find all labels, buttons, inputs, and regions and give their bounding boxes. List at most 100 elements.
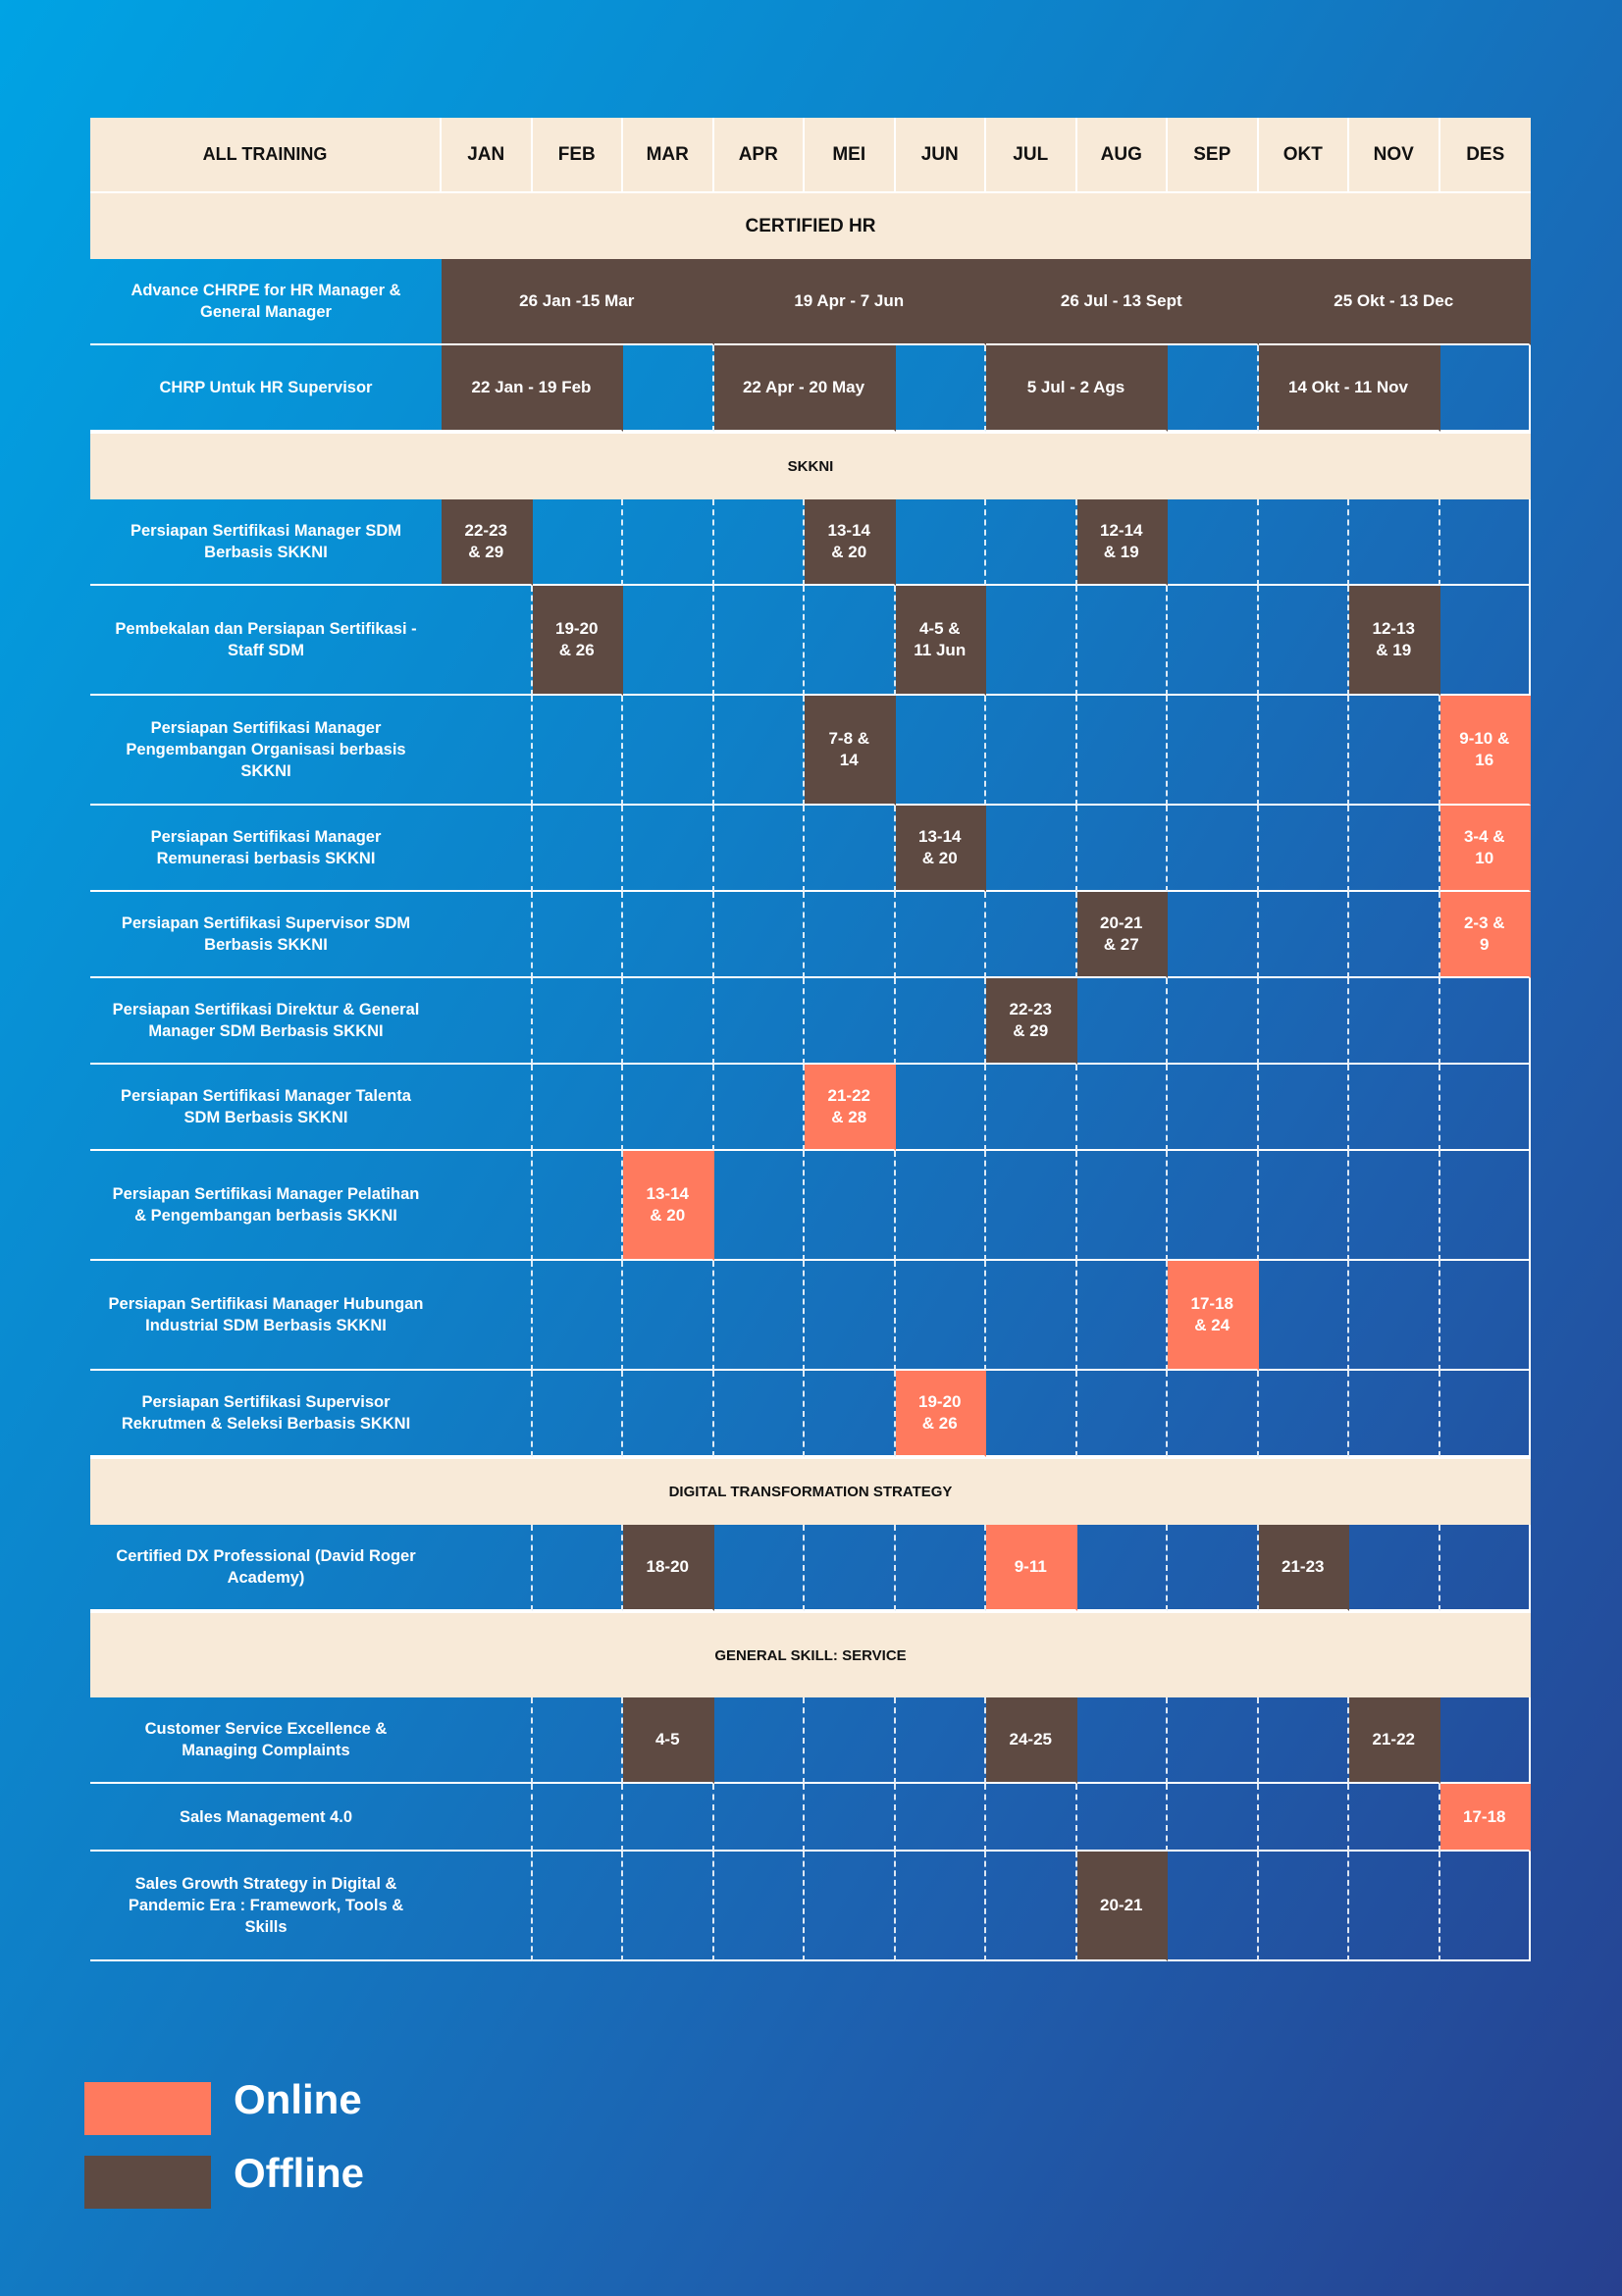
- training-name: Sales Management 4.0: [90, 1784, 442, 1852]
- month-header-sep: SEP: [1168, 118, 1259, 191]
- schedule-event-offline[interactable]: 22-23 & 29: [442, 499, 533, 586]
- schedule-empty-cell: [986, 696, 1077, 806]
- schedule-empty-cell: [1439, 586, 1531, 696]
- schedule-empty-cell: [442, 586, 533, 696]
- schedule-event-offline[interactable]: 26 Jan -15 Mar: [442, 259, 714, 345]
- schedule-event-online[interactable]: 9-10 & 16: [1439, 696, 1531, 806]
- schedule-event-online[interactable]: 3-4 & 10: [1439, 806, 1531, 892]
- schedule-event-online[interactable]: 9-11: [986, 1525, 1077, 1611]
- schedule-event-offline[interactable]: 4-5 & 11 Jun: [895, 586, 986, 696]
- schedule-empty-cell: [986, 1371, 1077, 1457]
- legend-online-label: Online: [234, 2076, 362, 2122]
- schedule-empty-cell: [623, 696, 714, 806]
- schedule-empty-cell: [1168, 1852, 1259, 1961]
- training-name: Persiapan Sertifikasi Supervisor SDM Ber…: [90, 892, 442, 978]
- schedule-empty-cell: [1349, 978, 1440, 1065]
- schedule-event-offline[interactable]: 18-20: [623, 1525, 714, 1611]
- schedule-empty-cell: [1439, 1261, 1531, 1371]
- schedule-empty-cell: [1349, 696, 1440, 806]
- schedule-empty-cell: [1168, 696, 1259, 806]
- schedule-event-offline[interactable]: 12-14 & 19: [1076, 499, 1168, 586]
- schedule-empty-cell: [532, 806, 623, 892]
- schedule-empty-cell: [442, 1065, 533, 1151]
- schedule-event-offline[interactable]: 21-22: [1349, 1697, 1440, 1784]
- schedule-empty-cell: [1439, 1852, 1531, 1961]
- schedule-empty-cell: [623, 1852, 714, 1961]
- month-header-okt: OKT: [1258, 118, 1349, 191]
- schedule-empty-cell: [1258, 1697, 1349, 1784]
- schedule-empty-cell: [805, 1784, 896, 1852]
- schedule-empty-cell: [623, 586, 714, 696]
- schedule-empty-cell: [532, 1371, 623, 1457]
- schedule-empty-cell: [713, 1697, 805, 1784]
- month-header-aug: AUG: [1076, 118, 1168, 191]
- schedule-event-online[interactable]: 2-3 & 9: [1439, 892, 1531, 978]
- schedule-event-online[interactable]: 19-20 & 26: [895, 1371, 986, 1457]
- training-name: CHRP Untuk HR Supervisor: [90, 345, 442, 432]
- schedule-empty-cell: [713, 978, 805, 1065]
- schedule-empty-cell: [713, 806, 805, 892]
- training-name: Persiapan Sertifikasi Manager Talenta SD…: [90, 1065, 442, 1151]
- schedule-empty-cell: [1349, 1852, 1440, 1961]
- schedule-empty-cell: [442, 1261, 533, 1371]
- schedule-event-offline[interactable]: 5 Jul - 2 Ags: [986, 345, 1168, 432]
- schedule-event-online[interactable]: 21-22 & 28: [805, 1065, 896, 1151]
- schedule-empty-cell: [895, 345, 986, 432]
- schedule-empty-cell: [1439, 1151, 1531, 1261]
- schedule-event-offline[interactable]: 19-20 & 26: [532, 586, 623, 696]
- schedule-empty-cell: [1168, 1371, 1259, 1457]
- schedule-empty-cell: [1168, 586, 1259, 696]
- schedule-event-offline[interactable]: 25 Okt - 13 Dec: [1258, 259, 1531, 345]
- month-header-mei: MEI: [805, 118, 896, 191]
- schedule-event-online[interactable]: 17-18: [1439, 1784, 1531, 1852]
- training-name: Sales Growth Strategy in Digital & Pande…: [90, 1852, 442, 1961]
- schedule-empty-cell: [1439, 1525, 1531, 1611]
- schedule-empty-cell: [713, 586, 805, 696]
- schedule-event-offline[interactable]: 13-14 & 20: [805, 499, 896, 586]
- schedule-empty-cell: [805, 1852, 896, 1961]
- schedule-empty-cell: [986, 499, 1077, 586]
- schedule-empty-cell: [805, 1371, 896, 1457]
- schedule-empty-cell: [1349, 806, 1440, 892]
- schedule-empty-cell: [986, 1065, 1077, 1151]
- schedule-empty-cell: [713, 1525, 805, 1611]
- schedule-empty-cell: [1439, 1371, 1531, 1457]
- legend-online-swatch: [84, 2082, 211, 2135]
- schedule-event-offline[interactable]: 4-5: [623, 1697, 714, 1784]
- schedule-event-offline[interactable]: 21-23: [1258, 1525, 1349, 1611]
- schedule-event-offline[interactable]: 12-13 & 19: [1349, 586, 1440, 696]
- schedule-empty-cell: [1258, 1371, 1349, 1457]
- schedule-event-offline[interactable]: 20-21: [1076, 1852, 1168, 1961]
- schedule-event-online[interactable]: 17-18 & 24: [1168, 1261, 1259, 1371]
- schedule-event-offline[interactable]: 22 Jan - 19 Feb: [442, 345, 623, 432]
- schedule-empty-cell: [532, 892, 623, 978]
- schedule-empty-cell: [442, 1151, 533, 1261]
- schedule-empty-cell: [442, 1852, 533, 1961]
- schedule-event-offline[interactable]: 7-8 & 14: [805, 696, 896, 806]
- schedule-event-offline[interactable]: 14 Okt - 11 Nov: [1258, 345, 1440, 432]
- schedule-empty-cell: [986, 806, 1077, 892]
- schedule-empty-cell: [442, 1525, 533, 1611]
- schedule-empty-cell: [442, 696, 533, 806]
- schedule-empty-cell: [1258, 978, 1349, 1065]
- schedule-empty-cell: [895, 1525, 986, 1611]
- schedule-event-offline[interactable]: 22-23 & 29: [986, 978, 1077, 1065]
- schedule-empty-cell: [1258, 1151, 1349, 1261]
- schedule-event-offline[interactable]: 22 Apr - 20 May: [713, 345, 896, 432]
- schedule-event-offline[interactable]: 19 Apr - 7 Jun: [713, 259, 986, 345]
- schedule-empty-cell: [1168, 892, 1259, 978]
- schedule-event-offline[interactable]: 20-21 & 27: [1076, 892, 1168, 978]
- schedule-empty-cell: [532, 1525, 623, 1611]
- schedule-event-online[interactable]: 13-14 & 20: [623, 1151, 714, 1261]
- schedule-empty-cell: [1076, 806, 1168, 892]
- schedule-event-offline[interactable]: 26 Jul - 13 Sept: [986, 259, 1259, 345]
- schedule-empty-cell: [986, 1151, 1077, 1261]
- training-schedule-table: ALL TRAINING JAN FEB MAR APR MEI JUN JUL AUG SEP O…: [90, 118, 1531, 1961]
- schedule-empty-cell: [1168, 345, 1259, 432]
- schedule-empty-cell: [805, 978, 896, 1065]
- schedule-event-offline[interactable]: 13-14 & 20: [895, 806, 986, 892]
- schedule-empty-cell: [1076, 1784, 1168, 1852]
- schedule-event-offline[interactable]: 24-25: [986, 1697, 1077, 1784]
- schedule-empty-cell: [1349, 1065, 1440, 1151]
- schedule-empty-cell: [986, 1784, 1077, 1852]
